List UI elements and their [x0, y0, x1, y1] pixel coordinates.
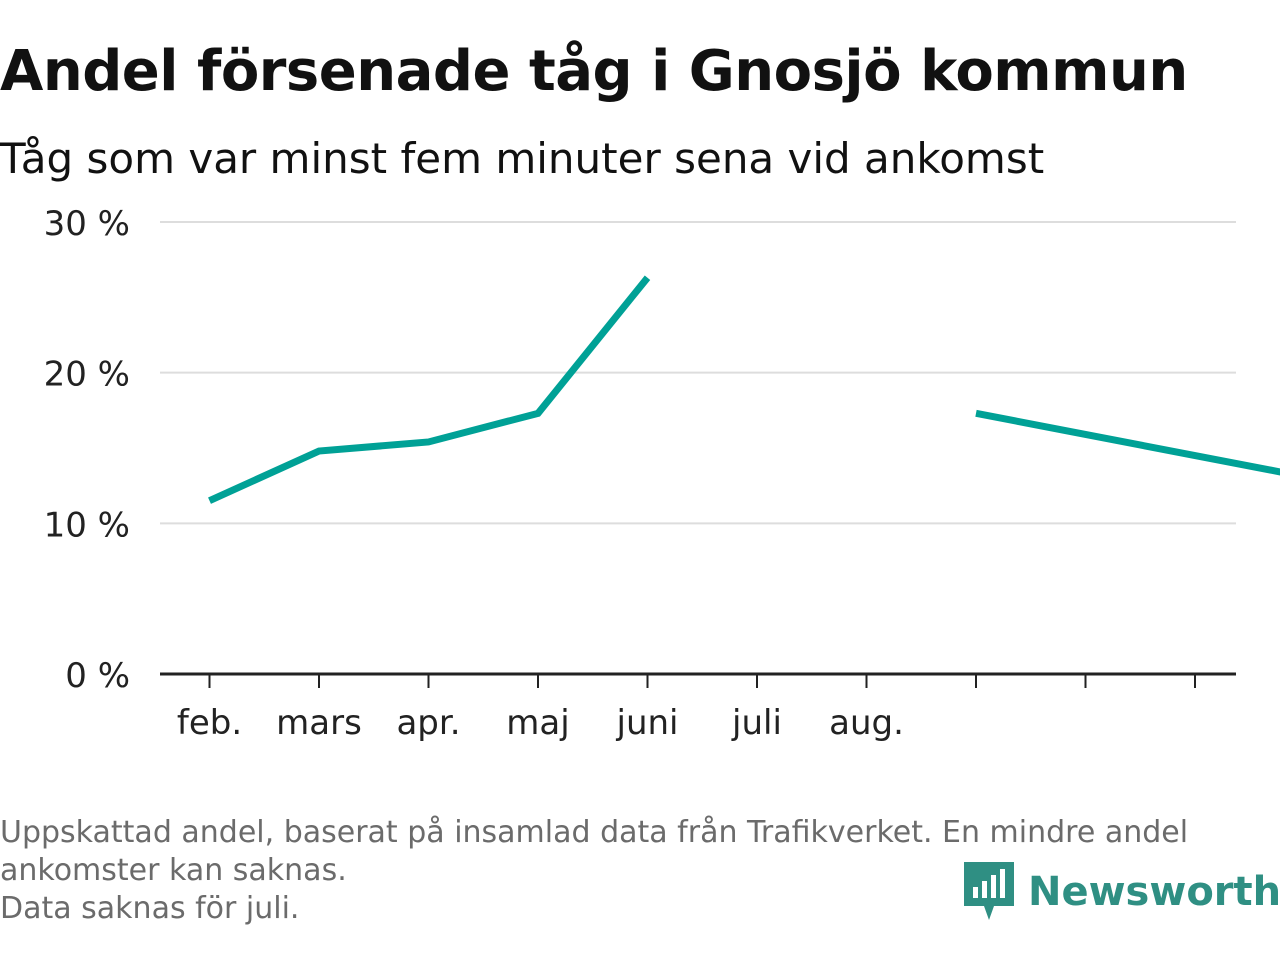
y-tick-label: 10 % — [44, 505, 130, 545]
chart-subtitle: Tåg som var minst fem minuter sena vid a… — [0, 134, 1045, 183]
grid-lines — [160, 221, 1236, 525]
x-axis — [160, 672, 1236, 688]
footnote-line-1: Uppskattad andel, baserat på insamlad da… — [0, 815, 1189, 850]
footnote: Uppskattad andel, baserat på insamlad da… — [0, 814, 1270, 928]
y-tick-label: 30 % — [44, 204, 130, 244]
x-tick-label: feb. — [177, 703, 242, 743]
y-tick-label: 0 % — [65, 656, 130, 696]
y-tick-label: 20 % — [44, 355, 130, 395]
brand-name: Newsworthy — [1028, 869, 1280, 915]
y-axis-tick-labels: 0 % 10 % 20 % 30 % — [44, 204, 130, 696]
x-tick-label: aug. — [829, 703, 904, 743]
x-tick-label: juni — [616, 703, 679, 743]
line-chart: 0 % 10 % 20 % 30 % feb. mars apr. maj juni juli a… — [44, 204, 1280, 743]
series-lines — [208, 275, 1280, 504]
x-tick-label: mars — [276, 703, 362, 743]
chart-title: Andel försenade tåg i Gnosjö kommun — [0, 39, 1188, 104]
footnote-line-3: Data saknas för juli. — [0, 891, 300, 926]
series-line — [208, 275, 651, 504]
newsworthy-logo-icon — [964, 862, 1014, 920]
series-line — [975, 409, 1280, 476]
x-tick-label: apr. — [396, 703, 460, 743]
x-axis-tick-labels: feb. mars apr. maj juni juli aug. — [177, 703, 904, 743]
x-tick-label: juli — [731, 703, 782, 743]
x-tick-label: maj — [506, 703, 569, 743]
footnote-line-2: ankomster kan saknas. — [0, 853, 347, 888]
brand-logo: Newsworthy — [964, 862, 1280, 922]
